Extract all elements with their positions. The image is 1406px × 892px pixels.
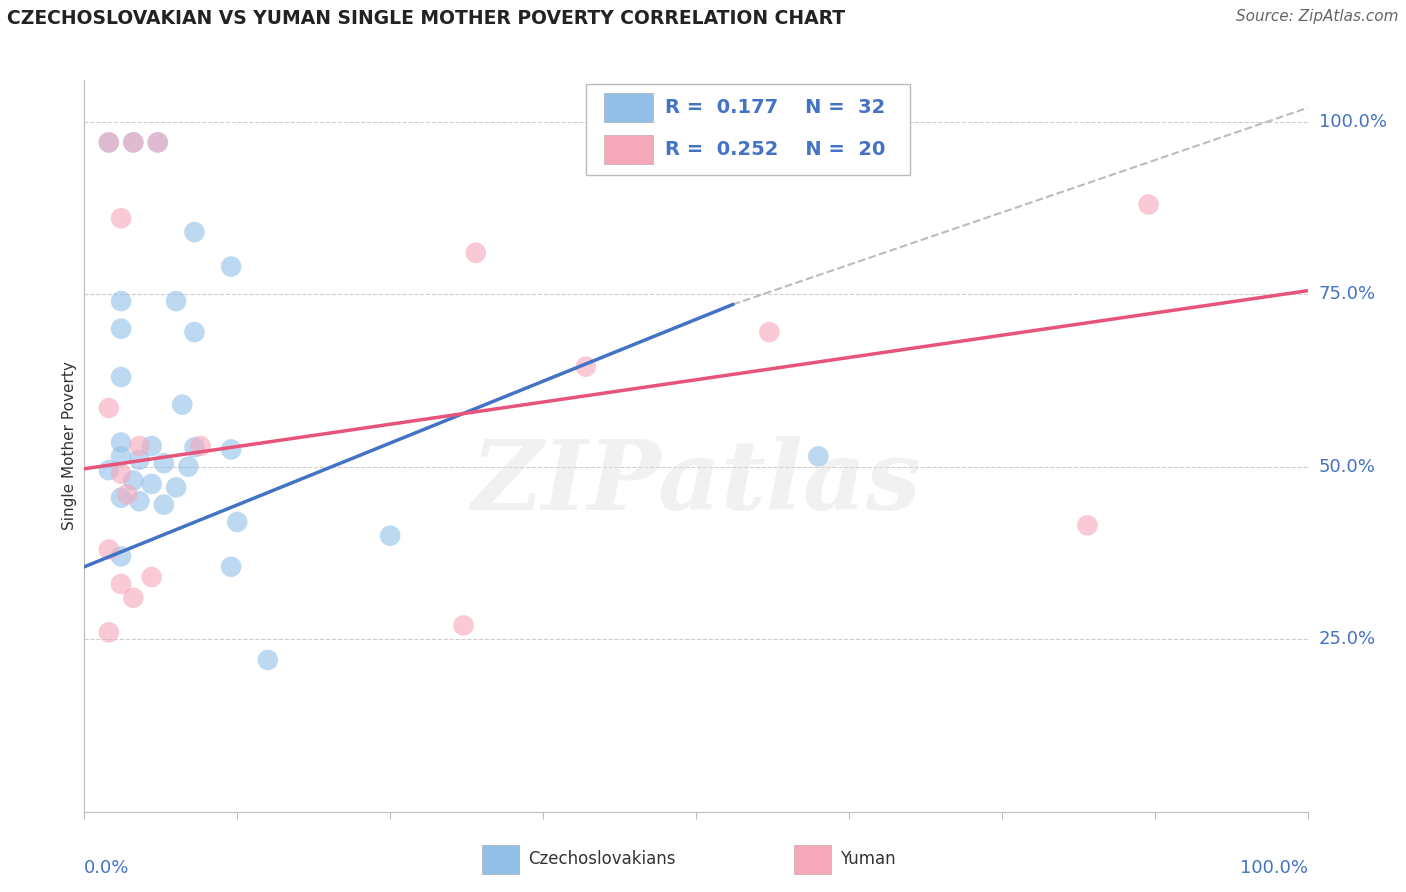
Point xyxy=(807,450,830,464)
Text: Source: ZipAtlas.com: Source: ZipAtlas.com xyxy=(1236,9,1399,24)
Point xyxy=(165,480,187,494)
Point xyxy=(219,559,242,574)
Text: 75.0%: 75.0% xyxy=(1319,285,1376,303)
Point xyxy=(128,439,150,453)
Point xyxy=(153,456,176,470)
FancyBboxPatch shape xyxy=(794,845,831,874)
Point xyxy=(110,467,132,481)
Point xyxy=(146,136,169,150)
Point xyxy=(122,136,145,150)
FancyBboxPatch shape xyxy=(605,136,654,164)
Point xyxy=(219,442,242,457)
Point xyxy=(128,494,150,508)
FancyBboxPatch shape xyxy=(482,845,519,874)
Point xyxy=(183,325,205,339)
Point xyxy=(122,474,145,488)
Text: 50.0%: 50.0% xyxy=(1319,458,1375,475)
Point xyxy=(110,321,132,335)
Text: 100.0%: 100.0% xyxy=(1240,859,1308,877)
Point xyxy=(575,359,598,374)
Point xyxy=(110,435,132,450)
Point xyxy=(257,653,280,667)
Point xyxy=(453,618,475,632)
Point xyxy=(219,260,242,274)
Text: 100.0%: 100.0% xyxy=(1319,112,1386,131)
Text: R =  0.177    N =  32: R = 0.177 N = 32 xyxy=(665,98,886,117)
Point xyxy=(153,498,176,512)
Text: CZECHOSLOVAKIAN VS YUMAN SINGLE MOTHER POVERTY CORRELATION CHART: CZECHOSLOVAKIAN VS YUMAN SINGLE MOTHER P… xyxy=(7,9,845,28)
Point xyxy=(97,625,120,640)
FancyBboxPatch shape xyxy=(605,93,654,122)
Point xyxy=(97,542,120,557)
Point xyxy=(183,225,205,239)
Point xyxy=(110,577,132,591)
Text: Czechoslovakians: Czechoslovakians xyxy=(529,850,676,868)
Point xyxy=(115,487,138,501)
Point xyxy=(97,401,120,415)
Point xyxy=(122,591,145,605)
Text: 0.0%: 0.0% xyxy=(84,859,129,877)
Point xyxy=(190,439,212,453)
Point xyxy=(183,441,205,455)
Point xyxy=(97,136,120,150)
Y-axis label: Single Mother Poverty: Single Mother Poverty xyxy=(62,361,77,531)
Point xyxy=(758,325,780,339)
Point xyxy=(122,136,145,150)
Point xyxy=(110,450,132,464)
Point xyxy=(226,515,249,529)
Point xyxy=(141,570,163,584)
Point xyxy=(110,491,132,505)
Point xyxy=(380,529,402,543)
Text: ZIPatlas: ZIPatlas xyxy=(471,435,921,530)
Point xyxy=(172,398,194,412)
Text: Yuman: Yuman xyxy=(841,850,896,868)
FancyBboxPatch shape xyxy=(586,84,910,176)
Point xyxy=(464,245,486,260)
Point xyxy=(110,370,132,384)
Point xyxy=(165,294,187,309)
Text: 25.0%: 25.0% xyxy=(1319,631,1376,648)
Point xyxy=(97,463,120,477)
Point xyxy=(177,459,200,474)
Point xyxy=(110,294,132,309)
Point xyxy=(146,136,169,150)
Point xyxy=(1137,197,1160,211)
Point xyxy=(141,439,163,453)
Point xyxy=(110,549,132,564)
Point xyxy=(110,211,132,226)
Text: R =  0.252    N =  20: R = 0.252 N = 20 xyxy=(665,140,886,160)
Point xyxy=(97,136,120,150)
Point xyxy=(141,477,163,491)
Point xyxy=(1076,518,1098,533)
Point xyxy=(128,452,150,467)
